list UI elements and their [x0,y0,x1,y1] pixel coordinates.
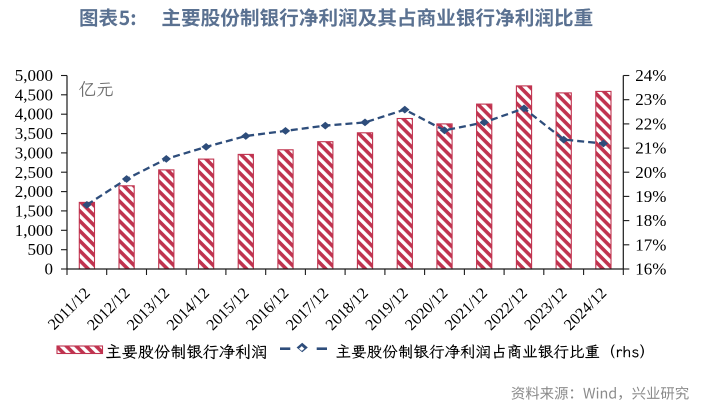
svg-text:2023/12: 2023/12 [521,285,570,334]
svg-text:1,500: 1,500 [15,201,53,220]
svg-text:0: 0 [45,260,54,279]
svg-text:2013/12: 2013/12 [124,285,173,334]
svg-text:2018/12: 2018/12 [323,285,372,334]
svg-text:2020/12: 2020/12 [402,285,451,334]
svg-text:17%: 17% [635,235,666,254]
svg-text:2014/12: 2014/12 [164,285,213,334]
svg-text:3,000: 3,000 [15,143,53,162]
svg-text:2021/12: 2021/12 [442,285,491,334]
svg-text:19%: 19% [635,187,666,206]
svg-text:2,000: 2,000 [15,182,53,201]
svg-text:2012/12: 2012/12 [84,285,133,334]
svg-text:4,000: 4,000 [15,105,53,124]
svg-text:16%: 16% [635,260,666,279]
svg-text:22%: 22% [635,114,666,133]
svg-text:4,500: 4,500 [15,85,53,104]
svg-text:18%: 18% [635,211,666,230]
svg-text:2024/12: 2024/12 [561,285,610,334]
svg-text:24%: 24% [635,66,666,85]
svg-text:2016/12: 2016/12 [243,285,292,334]
svg-text:500: 500 [28,240,54,259]
svg-text:2011/12: 2011/12 [45,285,94,334]
svg-text:20%: 20% [635,163,666,182]
svg-text:2015/12: 2015/12 [204,285,253,334]
svg-text:2019/12: 2019/12 [363,285,412,334]
svg-text:2017/12: 2017/12 [283,285,332,334]
svg-text:1,000: 1,000 [15,221,53,240]
svg-text:2,500: 2,500 [15,163,53,182]
svg-text:21%: 21% [635,139,666,158]
svg-text:3,500: 3,500 [15,124,53,143]
svg-text:2022/12: 2022/12 [482,285,531,334]
svg-text:5,000: 5,000 [15,66,53,85]
svg-text:23%: 23% [635,90,666,109]
